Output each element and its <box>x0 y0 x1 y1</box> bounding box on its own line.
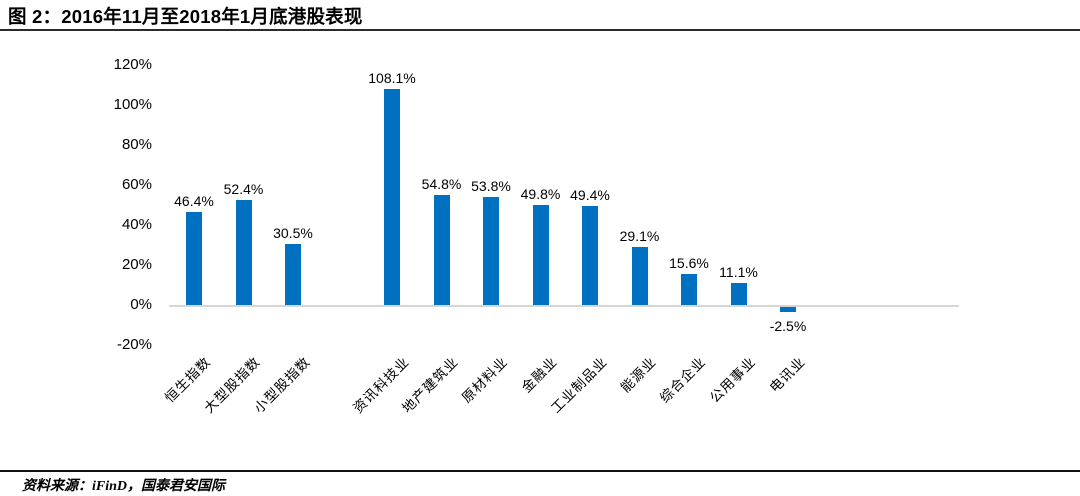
bar <box>681 273 697 305</box>
bar-value-label: 29.1% <box>619 227 660 244</box>
y-axis-tick-label: 60% <box>121 176 152 193</box>
y-axis-tick-label: 20% <box>121 256 152 273</box>
bar <box>631 246 648 305</box>
bar-value-label: 30.5% <box>273 225 313 241</box>
bar-value-label: 46.4% <box>174 193 214 210</box>
bar-value-label: 15.6% <box>669 254 709 271</box>
bar <box>730 282 747 305</box>
bar-value-label: -2.5% <box>769 317 807 334</box>
bar-value-label: 49.8% <box>520 186 561 203</box>
bar <box>582 206 598 305</box>
y-axis-tick-label: 80% <box>121 136 152 153</box>
bar-value-label: 108.1% <box>368 69 416 86</box>
y-axis-tick-label: 100% <box>113 96 152 113</box>
bar <box>384 88 400 305</box>
bar <box>186 212 202 305</box>
x-axis-category-label: 综合企业 <box>656 354 709 406</box>
y-axis-tick-label: 120% <box>113 56 152 73</box>
source-note: 资料来源：iFinD，国泰君安国际 <box>22 479 226 494</box>
x-axis-line <box>169 305 959 307</box>
bar-value-label: 49.4% <box>570 187 610 204</box>
bar <box>532 205 549 305</box>
x-axis-category-label: 公用事业 <box>706 354 759 406</box>
bar-value-label: 54.8% <box>421 176 462 193</box>
x-axis-category-label: 能源业 <box>617 354 660 396</box>
bar-value-label: 53.8% <box>471 178 511 195</box>
bar <box>433 195 450 305</box>
y-axis-tick-label: 0% <box>130 296 152 313</box>
bar <box>483 197 499 305</box>
bar <box>285 244 301 305</box>
x-axis-category-label: 恒生指数 <box>161 354 214 406</box>
footer-divider <box>0 470 1080 472</box>
x-axis-category-label: 金融业 <box>518 354 561 396</box>
y-axis-tick-label: -20% <box>116 336 152 353</box>
bar <box>780 306 796 312</box>
x-axis-category-label: 原材料业 <box>458 354 511 406</box>
y-axis-tick-label: 40% <box>121 216 152 233</box>
title-divider <box>0 29 1080 31</box>
bar-value-label: 11.1% <box>719 263 758 280</box>
bar-value-label: 52.4% <box>223 181 264 198</box>
x-axis-category-label: 电讯业 <box>766 354 808 396</box>
figure-title: 图 2：2016年11月至2018年1月底港股表现 <box>8 6 363 27</box>
bar <box>235 200 252 305</box>
bar-chart: 120% 100% 80% 60% 40% 20% 0% -20% 46.4% 恒生指数 52.4%… <box>113 56 959 416</box>
